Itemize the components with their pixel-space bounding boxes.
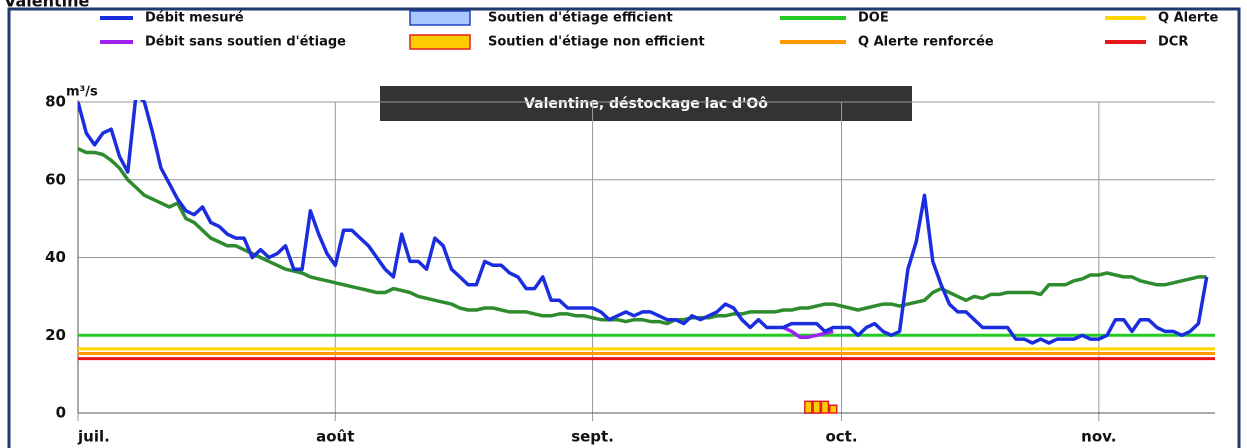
bar	[812, 400, 821, 414]
legend-label: Q Alerte renforcée	[858, 35, 994, 50]
y-tick-label: 60	[45, 170, 66, 188]
legend-label: Débit sans soutien d'étiage	[145, 35, 346, 50]
legend-swatch	[409, 10, 471, 26]
chart-title: Valentine, déstockage lac d'Oô	[524, 96, 768, 112]
y-tick-label: 80	[45, 93, 66, 111]
x-tick-label: oct.	[825, 428, 857, 446]
legend-label: DCR	[1158, 35, 1188, 50]
x-tick-label: août	[316, 428, 354, 446]
x-tick-label: nov.	[1081, 428, 1116, 446]
frame	[7, 7, 1241, 448]
bar	[828, 404, 838, 414]
series-line	[78, 100, 1209, 345]
y-axis-label: m³/s	[66, 85, 98, 100]
series-line	[78, 147, 1207, 326]
title-box	[380, 86, 912, 121]
bar	[820, 400, 830, 414]
series-line	[782, 325, 834, 339]
legend-label: DOE	[858, 11, 889, 26]
y-tick-label: 40	[45, 248, 66, 266]
legend-swatch	[409, 34, 471, 50]
legend-label: Soutien d'étiage non efficient	[488, 35, 705, 50]
legend-label: Q Alerte	[1158, 11, 1219, 26]
bar	[804, 400, 813, 414]
x-tick-label: juil.	[77, 428, 110, 446]
x-tick-label: sept.	[571, 428, 614, 446]
legend-label: Débit mesuré	[145, 11, 244, 26]
legend-label: Soutien d'étiage efficient	[488, 11, 673, 26]
y-tick-label: 0	[56, 404, 66, 422]
y-tick-label: 20	[45, 326, 66, 344]
page-title: Valentine	[4, 0, 90, 11]
